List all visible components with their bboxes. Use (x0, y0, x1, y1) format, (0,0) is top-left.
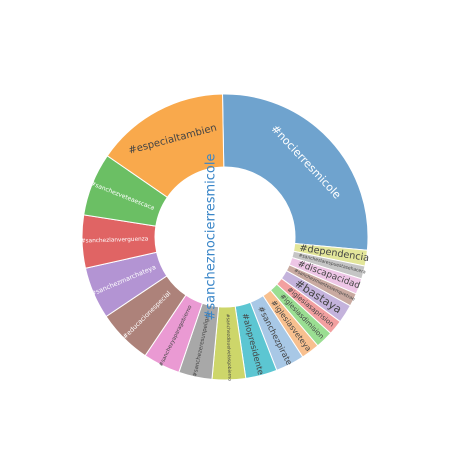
slice-label-sanchezlanverguenza: #sanchezlanverguenza (81, 236, 149, 244)
slice-especialtambien[interactable] (106, 93, 225, 198)
slices-layer (81, 93, 369, 381)
center-label: #sancheznocierresmicole (204, 154, 219, 321)
slice-nocierresmicole[interactable] (221, 93, 369, 251)
slice-label-sanchezdisuelvelasgobierno: #sanchezdisuelvelasgobierno (225, 314, 233, 382)
